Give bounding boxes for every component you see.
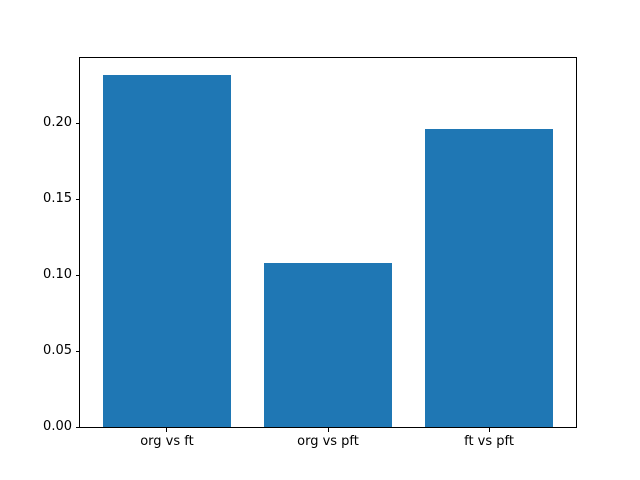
y-tick-mark [76,198,80,200]
bar-org-vs-pft [263,262,393,427]
y-tick-label: 0.00 [43,419,72,434]
bar-org-vs-ft [102,74,232,427]
y-tick-mark [76,122,80,124]
x-tick-label: ft vs pft [464,434,514,449]
x-tick-mark [166,428,168,432]
x-tick-mark [488,428,490,432]
x-tick-mark [327,428,329,432]
y-tick-label: 0.20 [43,115,72,131]
y-tick-mark [76,426,80,428]
x-tick-label: org vs pft [297,434,359,449]
y-tick-label: 0.10 [43,267,72,283]
bar-ft-vs-pft [424,129,554,427]
x-tick-label: org vs ft [140,434,194,449]
y-tick-label: 0.05 [43,343,72,359]
y-tick-mark [76,350,80,352]
y-tick-mark [76,274,80,276]
y-tick-label: 0.15 [43,191,72,207]
